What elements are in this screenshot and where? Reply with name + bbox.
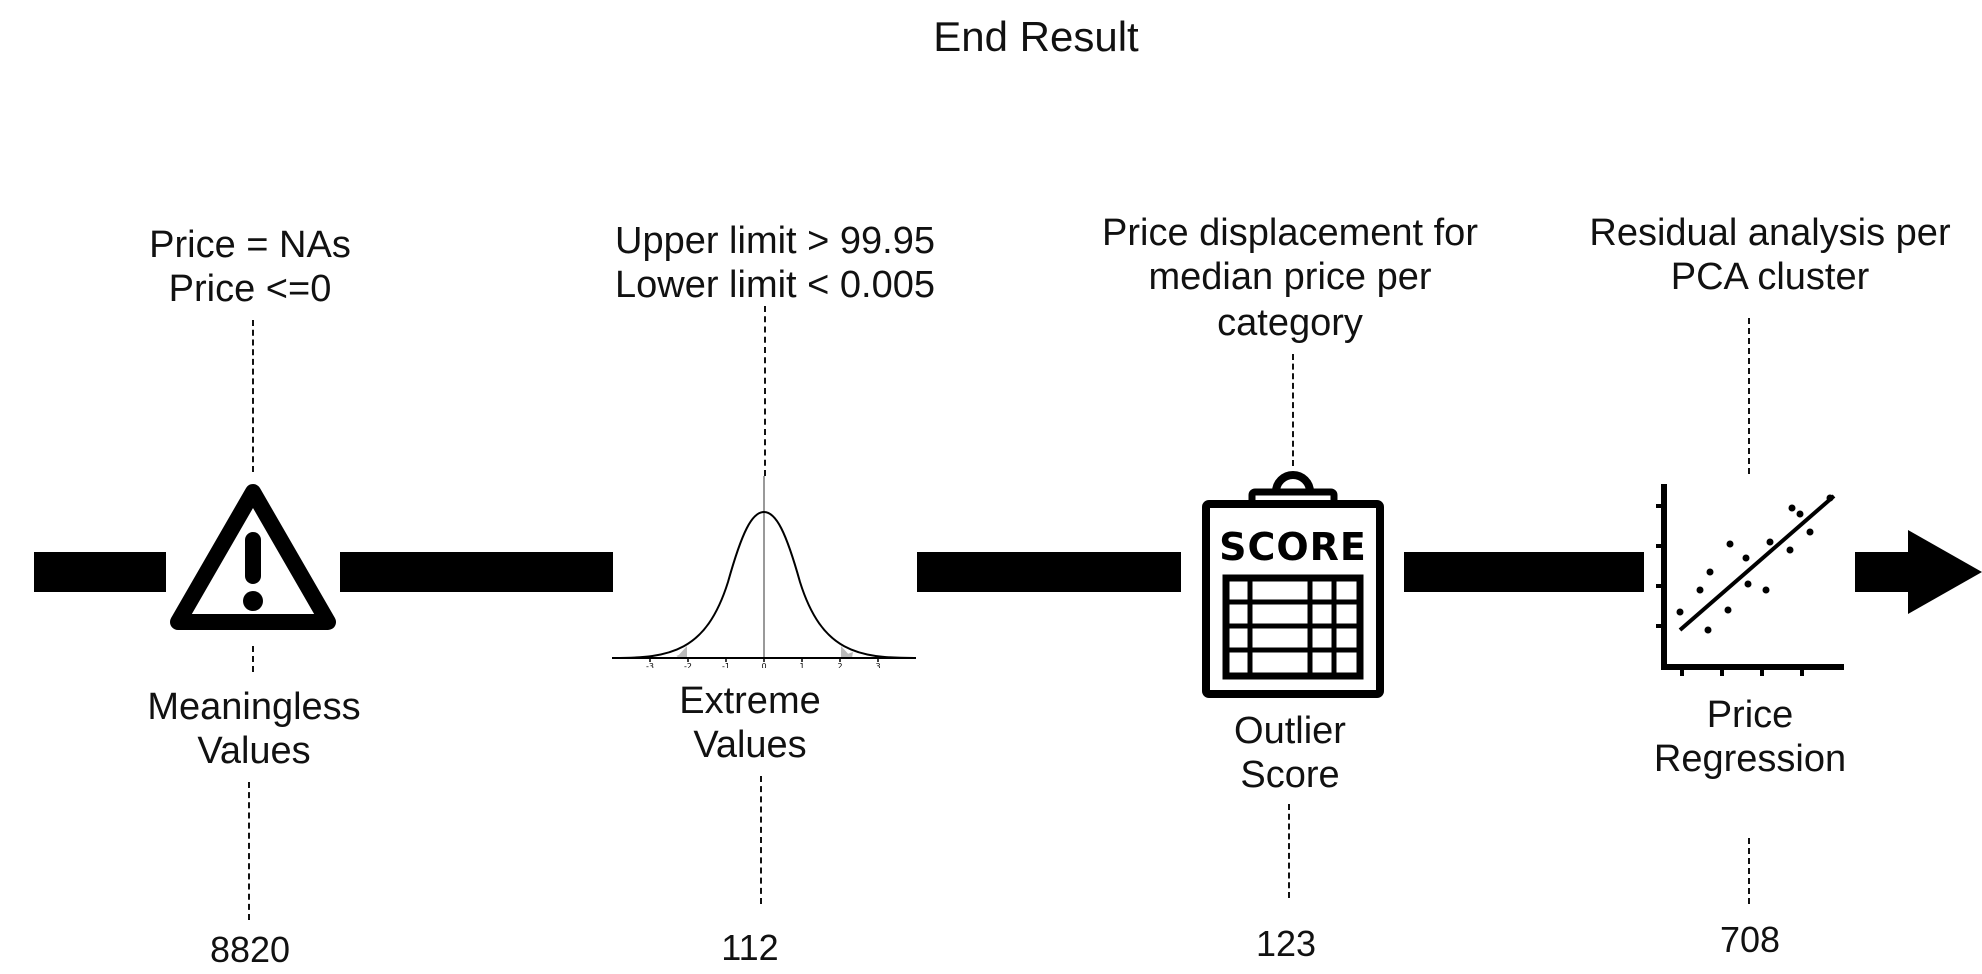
- axis-tick-label: 3: [875, 662, 880, 668]
- axis-tick-label: -2: [684, 662, 692, 668]
- stage-4-connector-bottom: [1748, 838, 1750, 904]
- stage-2-criteria-line-1: Upper limit > 99.95: [615, 220, 935, 262]
- diagram-title: End Result: [933, 13, 1139, 60]
- stage-1-count: 8820: [209, 929, 291, 970]
- pipeline-bar-5: [1855, 552, 1913, 592]
- stage-3-criteria-line-3: category: [1217, 302, 1363, 344]
- stage-2-connector-bottom: [760, 776, 762, 904]
- stage-4-criteria-line-1: Residual analysis per: [1589, 212, 1951, 254]
- pipeline-bar-4: [1404, 552, 1644, 592]
- stage-1-criteria-line-2: Price <=0: [168, 268, 332, 310]
- stage-1-label-line-1: Meaningless: [147, 686, 361, 728]
- stage-2-count: 112: [721, 927, 779, 968]
- stage-2-connector-top: [764, 306, 766, 476]
- scatter-regression-icon: [1656, 484, 1844, 676]
- stage-3-connector-top: [1292, 354, 1294, 466]
- stage-2-criteria-line-2: Lower limit < 0.005: [615, 264, 935, 306]
- stage-4-connector-top: [1748, 318, 1750, 474]
- scoreboard-clipboard-icon: SCORE: [1202, 471, 1384, 698]
- pipeline-bar-3: [917, 552, 1181, 592]
- stage-4-criteria-line-2: PCA cluster: [1670, 256, 1870, 298]
- stage-1-connector-bottom: [248, 782, 250, 920]
- normal-distribution-icon: -3 -2 -1 0 1 2 3: [612, 476, 916, 668]
- axis-tick-label: 2: [837, 662, 842, 668]
- stage-4-label-line-2: Regression: [1653, 738, 1847, 780]
- stage-2-label-line-2: Values: [693, 724, 807, 766]
- axis-tick-label: -1: [722, 662, 730, 668]
- stage-2-label-line-1: Extreme: [679, 680, 821, 722]
- pipeline-bar-2: [340, 552, 613, 592]
- stage-3-criteria-line-2: median price per: [1148, 256, 1432, 298]
- stage-1-connector-top: [252, 320, 254, 472]
- stage-4-count: 708: [1719, 919, 1781, 960]
- stage-3-count: 123: [1255, 923, 1317, 964]
- axis-tick-label: -3: [646, 662, 654, 668]
- pipeline-bar-1: [34, 552, 166, 592]
- score-label: SCORE: [1219, 525, 1367, 569]
- stage-3-connector-bottom: [1288, 804, 1290, 898]
- stage-1-connector-mid: [252, 646, 254, 672]
- stage-4-label-line-1: Price: [1706, 694, 1794, 736]
- axis-tick-label: 1: [799, 662, 804, 668]
- arrow-right-icon: [1908, 530, 1982, 614]
- axis-tick-label: 0: [761, 662, 766, 668]
- stage-3-criteria-line-1: Price displacement for: [1102, 212, 1478, 254]
- warning-triangle-icon: [170, 484, 336, 630]
- stage-1-label-line-2: Values: [197, 730, 311, 772]
- stage-1-criteria-line-1: Price = NAs: [149, 224, 351, 266]
- stage-3-label-line-2: Score: [1240, 754, 1340, 796]
- stage-3-label-line-1: Outlier: [1234, 710, 1346, 752]
